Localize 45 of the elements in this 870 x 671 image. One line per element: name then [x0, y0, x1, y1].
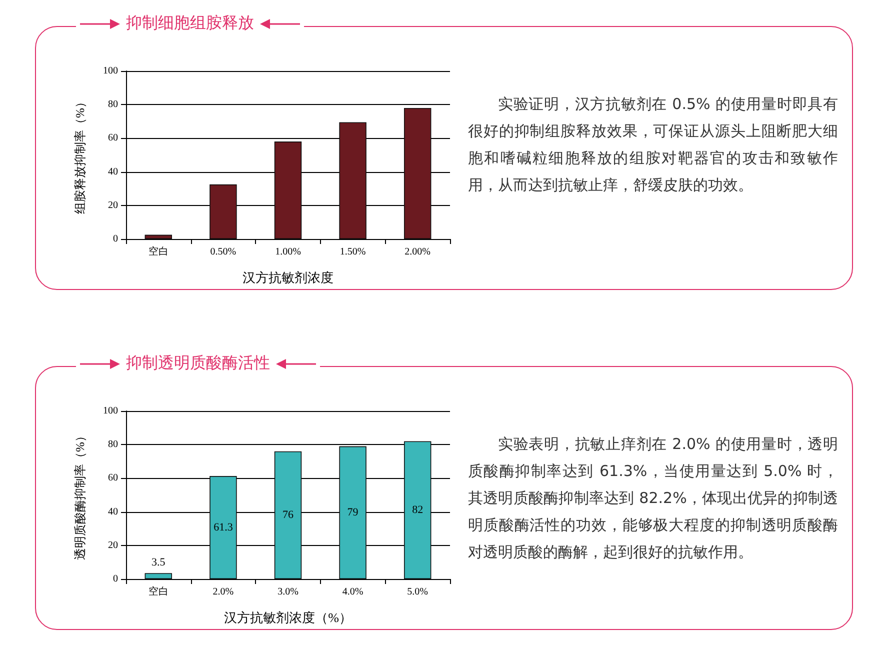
bar	[144, 573, 172, 579]
y-tick-label: 100	[103, 406, 118, 416]
chart-title: 抑制细胞组胺释放	[126, 13, 254, 34]
y-tick-label: 0	[113, 234, 118, 244]
y-tick-label: 20	[108, 200, 118, 211]
x-tick-label: 1.50%	[340, 246, 366, 258]
text: 实验证明，汉方抗敏剂在 0.5% 的使用量时即具有很好的抑制组胺释放效果，可保证从源头上阻断肥大细胞和嗜碱粒细胞释放的组胺对靶器官的攻击和致敏作用，从而达到抗敏止痒，舒缓皮肤的功效。	[468, 94, 838, 196]
x-tick-label: 空白	[148, 246, 168, 258]
data-label: 3.5	[152, 556, 166, 569]
bar	[274, 451, 302, 579]
y-tick-label: 100	[103, 66, 118, 76]
bar	[339, 122, 366, 239]
x-tick-label: 2.0%	[212, 586, 234, 598]
data-label: 61.3	[214, 522, 234, 534]
data-label: 76	[282, 509, 294, 522]
x-tick-label: 5.0%	[407, 586, 428, 598]
y-tick-label: 0	[113, 574, 118, 584]
bar	[339, 446, 366, 579]
y-tick-label: 80	[108, 99, 118, 110]
x-tick-label: 空白	[148, 586, 168, 598]
text: 实验表明，抗敏止痒剂在 2.0% 的使用量时，透明质酸酶抑制率达到 61.3%，当使用量达到 5.0% 时，其透明质酸酶抑制率达到 82.2%，体现出优异的抑制透明质酸酶活性的功效，能够极大程度的抑制透明质酸酶对透明质酸的酶解，起到很好的抗敏作用。	[468, 434, 838, 563]
y-tick-label: 20	[108, 540, 118, 551]
x-tick-label: 3.0%	[278, 586, 298, 598]
data-label: 79	[347, 506, 359, 519]
y-axis-title: 透明质酸酶抑制率（%）	[73, 430, 87, 560]
bar	[144, 234, 172, 239]
y-tick-label: 60	[108, 472, 118, 484]
bar	[404, 108, 432, 239]
bar	[210, 476, 237, 579]
bar	[404, 441, 432, 579]
bar	[274, 142, 302, 239]
y-tick-label: 40	[108, 166, 118, 178]
chart-title: 抑制透明质酸酶活性	[126, 353, 270, 374]
bar	[210, 184, 237, 239]
y-axis-title: 组胺释放抑制率（%）	[73, 96, 87, 214]
x-tick-label: 1.00%	[275, 246, 301, 258]
x-axis-title: 汉方抗敏剂浓度（%）	[224, 610, 352, 625]
x-axis-title: 汉方抗敏剂浓度	[242, 270, 334, 285]
y-tick-label: 60	[108, 132, 118, 144]
data-label: 82	[412, 504, 424, 516]
x-tick-label: 0.50%	[210, 246, 236, 258]
y-tick-label: 80	[108, 439, 118, 450]
x-tick-label: 4.0%	[342, 586, 364, 598]
x-tick-label: 2.00%	[404, 246, 431, 258]
y-tick-label: 40	[108, 506, 118, 518]
